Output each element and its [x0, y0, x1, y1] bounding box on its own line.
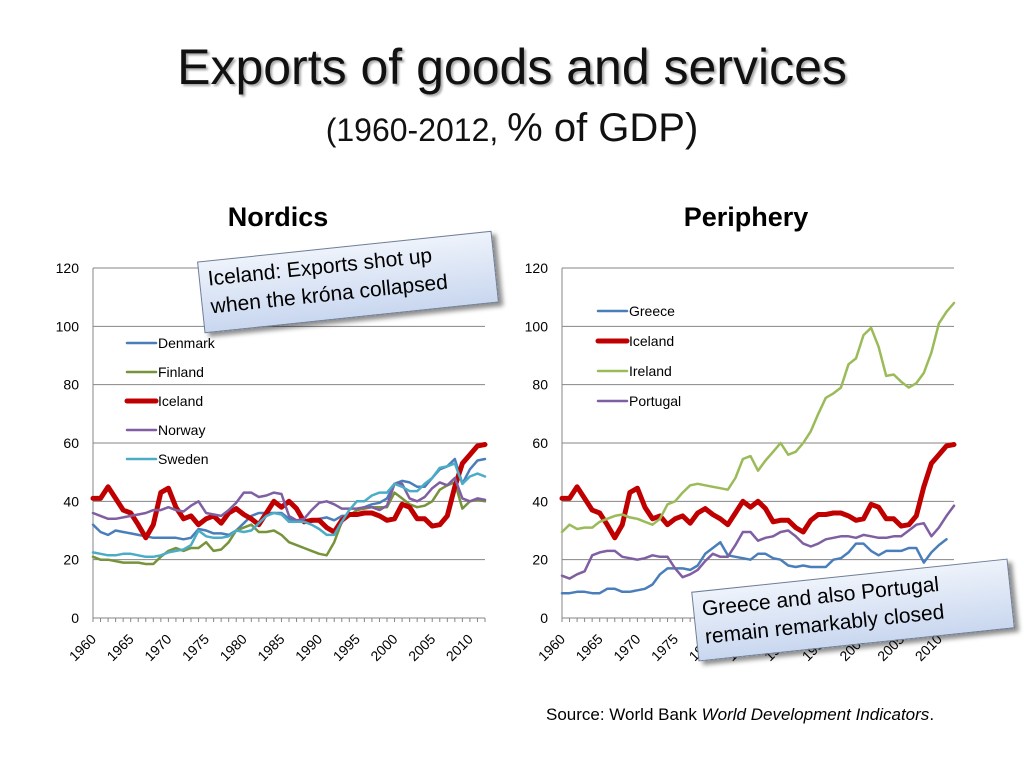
- source-suffix: .: [929, 705, 935, 724]
- periphery-y-tick-label: 20: [532, 552, 548, 568]
- source-publication: World Development Indicators: [701, 705, 930, 724]
- nordics-series-sweden: [91, 462, 487, 559]
- nordics-series-norway: [91, 476, 487, 522]
- periphery-y-tick-label: 0: [540, 610, 548, 626]
- periphery-x-tick-label: 1970: [610, 631, 643, 664]
- nordics-x-tick-label: 1980: [217, 631, 250, 664]
- periphery-y-tick-label: 100: [525, 318, 549, 334]
- nordics-legend-label: Denmark: [158, 335, 216, 351]
- periphery-series-ireland: [560, 301, 956, 534]
- nordics-x-tick-label: 1985: [254, 631, 287, 664]
- periphery-x-tick-label: 1975: [648, 631, 681, 664]
- source-prefix: Source: World Bank: [546, 705, 702, 724]
- periphery-y-tick-label: 80: [532, 377, 548, 393]
- periphery-y-tick-label: 120: [525, 260, 549, 276]
- nordics-y-tick-label: 80: [63, 377, 79, 393]
- periphery-series-portugal: [560, 504, 956, 580]
- periphery-y-tick-label: 60: [532, 435, 548, 451]
- nordics-legend-label: Sweden: [158, 451, 209, 467]
- nordics-x-tick-label: 2000: [367, 631, 400, 664]
- periphery-legend-label: Greece: [629, 303, 675, 319]
- nordics-x-tick-label: 1990: [292, 631, 325, 664]
- subtitle-unit: % of GDP): [507, 106, 699, 150]
- periphery-series-greece: [560, 538, 948, 595]
- nordics-legend-label: Finland: [158, 364, 204, 380]
- page-title: Exports of goods and services: [177, 39, 847, 95]
- periphery-legend-label: Iceland: [629, 333, 674, 349]
- nordics-series-denmark: [91, 457, 487, 541]
- nordics-y-tick-label: 100: [56, 318, 80, 334]
- nordics-x-tick-label: 1960: [66, 631, 99, 664]
- nordics-x-tick-label: 1995: [330, 631, 363, 664]
- periphery-legend-label: Portugal: [629, 393, 681, 409]
- nordics-x-tick-label: 2010: [443, 631, 476, 664]
- periphery-series-iceland: [559, 442, 957, 541]
- nordics-series-finland: [91, 481, 487, 566]
- nordics-y-tick-label: 20: [63, 552, 79, 568]
- nordics-legend-label: Norway: [158, 422, 205, 438]
- nordics-x-tick-label: 2005: [405, 631, 438, 664]
- nordics-y-tick-label: 40: [63, 493, 79, 509]
- nordics-y-tick-label: 60: [63, 435, 79, 451]
- source-note: Source: World Bank World Development Ind…: [546, 705, 934, 725]
- periphery-legend-label: Ireland: [629, 363, 672, 379]
- nordics-x-tick-label: 1970: [141, 631, 174, 664]
- periphery-y-tick-label: 40: [532, 493, 548, 509]
- subtitle-years: (1960-2012,: [325, 112, 508, 148]
- nordics-x-tick-label: 1965: [103, 631, 136, 664]
- nordics-y-tick-label: 0: [71, 610, 79, 626]
- nordics-x-tick-label: 1975: [179, 631, 212, 664]
- periphery-chart-title: Periphery: [683, 202, 809, 232]
- nordics-legend-label: Iceland: [158, 393, 203, 409]
- page-subtitle: (1960-2012, % of GDP): [0, 108, 1024, 150]
- nordics-y-tick-label: 120: [56, 260, 80, 276]
- nordics-chart-title: Nordics: [227, 202, 329, 232]
- periphery-x-tick-label: 1965: [572, 631, 605, 664]
- nordics-series-iceland: [90, 442, 488, 541]
- periphery-x-tick-label: 1960: [535, 631, 568, 664]
